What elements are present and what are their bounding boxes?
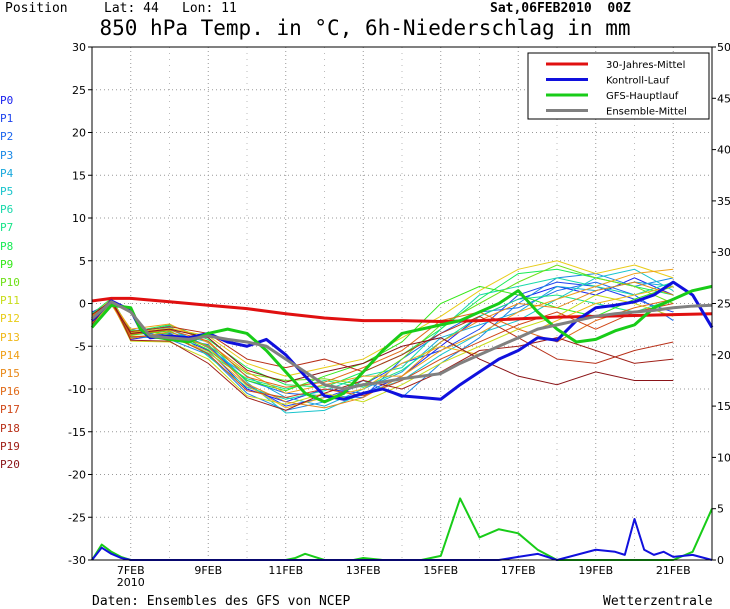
ensemble-label-p18: P18 (0, 421, 20, 435)
legend-label: Kontroll-Lauf (606, 76, 670, 87)
y-right-tick-label: 35 (717, 195, 730, 208)
x-year-label: 2010 (117, 576, 145, 589)
series-ensemble-mittel (91, 300, 713, 391)
x-tick-label: 21FEB (656, 564, 691, 577)
chart-legend: 30-Jahres-Mittel Kontroll-Lauf GFS-Hauptla… (527, 52, 710, 120)
ensemble-label-p7: P7 (0, 221, 14, 235)
x-tick-label: 17FEB (501, 564, 536, 577)
y-left-tick-label: 30 (72, 41, 86, 54)
y-left-tick-label: 25 (72, 84, 86, 97)
ensemble-label-p16: P16 (0, 385, 20, 399)
ensemble-label-p4: P4 (0, 166, 14, 180)
chart-axes: 302520151050-5-10-15-20-25-3050454035302… (68, 41, 730, 589)
ensemble-label-p5: P5 (0, 185, 14, 198)
ensemble-label-p2: P2 (0, 130, 14, 144)
y-left-tick-label: -15 (68, 426, 86, 439)
ensemble-label-p14: P14 (0, 348, 20, 362)
legend-label: GFS-Hauptlauf (606, 91, 679, 102)
y-right-tick-label: 20 (717, 349, 730, 362)
longitude-label: Lon: 11 (182, 1, 237, 16)
y-left-tick-label: -5 (75, 340, 86, 353)
ensemble-label-p13: P13 (0, 330, 20, 344)
x-tick-label: 13FEB (346, 564, 381, 577)
ensemble-line-p12 (91, 260, 674, 377)
x-tick-label: 15FEB (423, 564, 458, 577)
y-right-tick-label: 50 (717, 41, 730, 54)
x-tick-label: 19FEB (578, 564, 613, 577)
y-right-tick-label: 30 (717, 246, 730, 259)
y-left-tick-label: 0 (79, 298, 86, 311)
y-left-tick-label: 10 (72, 212, 86, 225)
ensemble-label-p6: P6 (0, 203, 14, 217)
legend-label: 30-Jahres-Mittel (606, 60, 685, 71)
series-kontroll-lauf (90, 280, 714, 401)
ensemble-label-p9: P9 (0, 257, 14, 271)
ensemble-line-p14 (91, 268, 674, 394)
ensemble-label-p11: P11 (0, 294, 20, 308)
brand-label: Wetterzentrale (603, 594, 713, 609)
x-tick-label: 9FEB (194, 564, 222, 577)
series-gfs-hauptlauf (90, 284, 713, 404)
ensemble-label-p19: P19 (0, 439, 20, 453)
legend-label: Ensemble-Mittel (606, 107, 687, 118)
ensemble-label-p10: P10 (0, 276, 20, 289)
ensemble-line-p15 (91, 281, 674, 409)
series-gfs-hauptlauf-niederschlag (91, 497, 713, 561)
ensemble-line-p11 (91, 294, 674, 405)
y-right-tick-label: 0 (717, 554, 724, 567)
x-tick-label: 7FEB (117, 564, 145, 577)
run-datetime: Sat,06FEB2010 00Z (490, 1, 631, 16)
ensemble-label-p8: P8 (0, 239, 14, 253)
ensemble-label-p3: P3 (0, 148, 14, 162)
y-left-tick-label: -30 (68, 554, 86, 567)
position-label: Position (5, 1, 68, 16)
y-left-tick-label: -10 (68, 383, 86, 396)
chart-title: 850 hPa Temp. in °C, 6h-Niederschlag in … (99, 16, 631, 40)
y-left-tick-label: 5 (79, 255, 86, 268)
y-right-tick-label: 5 (717, 503, 724, 516)
ensemble-label-p15: P15 (0, 367, 20, 380)
y-right-tick-label: 40 (717, 144, 730, 157)
latitude-label: Lat: 44 (104, 1, 159, 16)
y-right-tick-label: 45 (717, 92, 730, 105)
ensemble-label-p1: P1 (0, 112, 14, 126)
ensemble-line-p16 (91, 298, 674, 388)
y-left-tick-label: -20 (68, 469, 86, 482)
data-source-note: Daten: Ensembles des GFS von NCEP (92, 594, 351, 609)
y-right-tick-label: 10 (717, 451, 730, 464)
y-left-tick-label: -25 (68, 511, 86, 524)
ensemble-line-p19 (91, 297, 674, 411)
y-right-tick-label: 25 (717, 298, 730, 311)
ensemble-label-p17: P17 (0, 403, 20, 417)
ensemble-label-p20: P20 (0, 458, 20, 471)
ensemble-label-p12: P12 (0, 312, 20, 326)
x-tick-label: 11FEB (268, 564, 303, 577)
y-right-tick-label: 15 (717, 400, 730, 413)
y-left-tick-label: 20 (72, 127, 86, 140)
y-left-tick-label: 15 (72, 169, 86, 182)
ensemble-label-p0: P0 (0, 94, 14, 107)
ensemble-line-p20 (91, 300, 674, 386)
